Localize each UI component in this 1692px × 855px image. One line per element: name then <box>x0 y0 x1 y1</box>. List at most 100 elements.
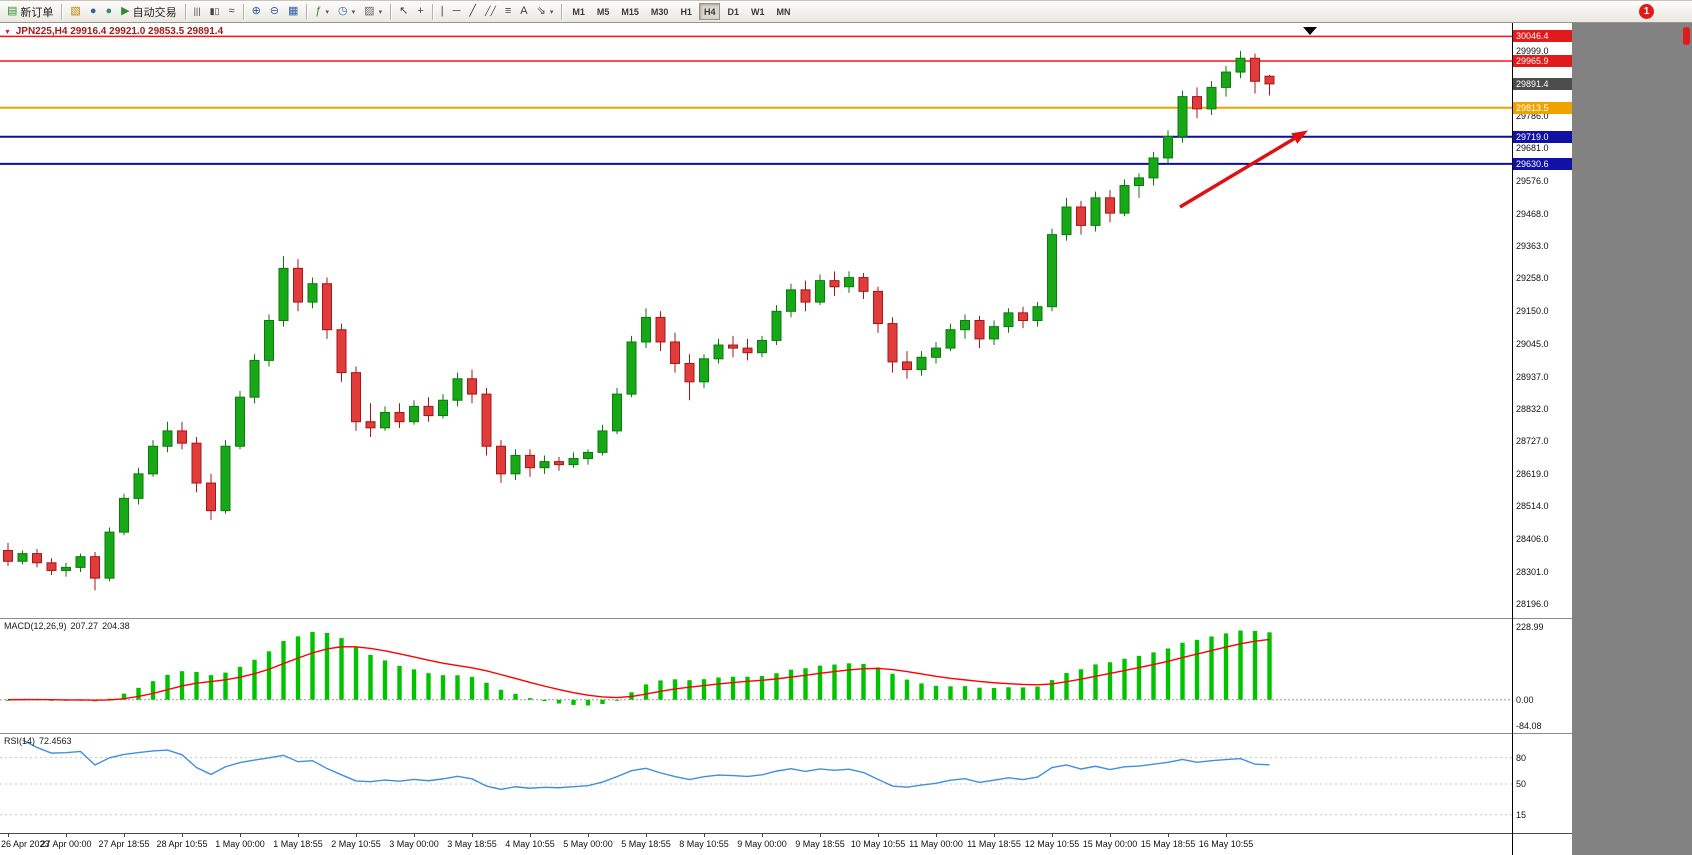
arrows-tool-button[interactable]: ⇘ ▾ <box>533 2 558 21</box>
profiles-button[interactable]: ▧ <box>66 2 84 21</box>
macd-histogram-bar <box>1006 687 1011 700</box>
profiles-icon: ▧ <box>70 5 81 17</box>
main-chart-pane[interactable]: ▼ JPN225,H4 29916.4 29921.0 29853.5 2989… <box>0 23 1512 618</box>
timeframe-button-m1[interactable]: M1 <box>572 7 585 17</box>
timeframe-button-h1[interactable]: H1 <box>680 7 692 17</box>
price-axis-label: -84.08 <box>1516 721 1542 732</box>
candle-up <box>119 497 129 533</box>
time-tick <box>182 834 183 837</box>
candle-up <box>626 341 637 395</box>
rsi-pane[interactable]: RSI(14) 72.4563 <box>0 733 1512 833</box>
timeframe-button-m30[interactable]: M30 <box>650 7 669 17</box>
time-label: 4 May 10:55 <box>505 839 555 849</box>
macd-histogram-bar <box>5 699 11 701</box>
candle-up <box>815 280 825 303</box>
price-axis-macd[interactable]: 228.99 0.00 -84.08 <box>1513 618 1572 733</box>
rsi-canvas[interactable] <box>0 734 1512 833</box>
price-axis-main[interactable]: 29999.0 29786.0 29681.0 29576.0 29468.0 29363… <box>1513 23 1572 618</box>
candle-down <box>742 347 753 354</box>
candle-up <box>1047 234 1057 308</box>
chart-workspace: ▼ JPN225,H4 29916.4 29921.0 29853.5 2989… <box>0 23 1692 855</box>
bar-chart-type-button[interactable]: ||| <box>190 2 205 21</box>
candlestick-chart-type-button[interactable]: ▮▯ <box>206 2 224 21</box>
vertical-line-tool-button[interactable]: | <box>437 2 448 21</box>
crosshair-tool-button[interactable]: + <box>413 2 427 21</box>
time-tick <box>8 834 9 837</box>
price-axis-label: 28727.0 <box>1516 436 1549 447</box>
cursor-icon: ↖ <box>399 5 409 17</box>
macd-histogram-bar <box>846 663 852 700</box>
time-tick <box>1110 834 1111 837</box>
toolbar-separator <box>390 3 392 20</box>
notification-badge[interactable]: 1 <box>1639 4 1654 19</box>
zoom-in-button[interactable]: ⊕ <box>248 2 265 21</box>
candle-down <box>191 442 202 484</box>
macd-histogram-bar <box>571 699 576 705</box>
chevron-down-icon: ▾ <box>378 8 383 16</box>
main-chart-canvas[interactable] <box>0 23 1512 618</box>
timeframe-button-w1[interactable]: W1 <box>750 7 765 17</box>
indicators-button[interactable]: ƒ ▾ <box>311 2 333 21</box>
macd-histogram-bar <box>440 675 446 700</box>
sounds-button[interactable]: ● <box>101 2 116 21</box>
macd-signal-line <box>7 638 1270 701</box>
zoom-out-button[interactable]: ⊖ <box>266 2 283 21</box>
macd-histogram-bar <box>759 675 765 700</box>
time-tick <box>646 834 647 837</box>
auto-trading-button[interactable]: ▶ 自动交易 <box>117 2 180 21</box>
candle-up <box>931 347 941 358</box>
chart-shift-marker-icon[interactable] <box>1303 27 1317 35</box>
new-order-button[interactable]: ▤ 新订单 <box>3 2 57 21</box>
macd-histogram-bar <box>368 654 373 700</box>
macd-histogram-bar <box>1151 652 1156 700</box>
price-tag: 29891.4 <box>1513 77 1572 90</box>
time-label: 27 Apr 18:55 <box>98 839 150 849</box>
macd-pane[interactable]: MACD(12,26,9) 207.27 204.38 <box>0 618 1512 733</box>
timeframe-button-m15[interactable]: M15 <box>621 7 639 17</box>
candle-up <box>220 445 231 512</box>
templates-button[interactable]: ▨ ▾ <box>360 2 386 21</box>
fibonacci-tool-button[interactable]: ≡ <box>501 2 515 21</box>
horizontal-line-tool-button[interactable]: ─ <box>449 2 465 21</box>
text-tool-button[interactable]: A <box>516 2 531 21</box>
candle-up <box>1148 157 1159 179</box>
candle-down <box>394 412 405 423</box>
macd-histogram-bar <box>991 687 997 700</box>
tile-windows-button[interactable]: ▦ <box>284 2 302 21</box>
candle-up <box>1119 185 1130 214</box>
macd-histogram-bar <box>1064 673 1069 700</box>
timeframe-button-h4[interactable]: H4 <box>698 3 721 20</box>
timeframe-button-mn[interactable]: MN <box>776 7 791 17</box>
market-watch-button[interactable]: ● <box>86 2 101 21</box>
periods-button[interactable]: ◷ ▾ <box>334 2 359 21</box>
candle-down <box>887 323 898 363</box>
price-axis[interactable]: 29999.0 29786.0 29681.0 29576.0 29468.0 29363… <box>1512 23 1572 855</box>
price-tag: 30046.4 <box>1513 30 1572 43</box>
time-label: 9 May 00:00 <box>737 839 787 849</box>
line-chart-type-button[interactable]: ≈ <box>225 2 239 21</box>
candle-up <box>75 556 86 568</box>
price-axis-label: 29045.0 <box>1516 338 1549 349</box>
timeframe-button-m5[interactable]: M5 <box>596 7 610 17</box>
macd-histogram-bar <box>1035 686 1040 700</box>
indicators-icon: ƒ <box>315 5 322 17</box>
chart-title-ohlc: 29916.4 29921.0 29853.5 29891.4 <box>70 26 224 37</box>
macd-histogram-bar <box>803 668 808 700</box>
trend-arrow-annotation[interactable] <box>1179 137 1296 209</box>
candle-down <box>322 283 332 331</box>
macd-histogram-bar <box>513 693 518 700</box>
trendline-tool-button[interactable]: ╱ <box>465 2 480 21</box>
time-axis[interactable]: 26 Apr 2023 27 Apr 00:00 27 Apr 18:55 28 Ap… <box>0 833 1512 855</box>
price-axis-rsi[interactable]: 80 50 15 <box>1513 733 1572 833</box>
time-label: 11 May 18:55 <box>967 839 1021 849</box>
candle-down <box>873 290 883 325</box>
macd-label: MACD(12,26,9) 207.27 204.38 <box>4 621 134 631</box>
macd-canvas[interactable] <box>0 619 1512 733</box>
template-icon: ▨ <box>364 5 375 17</box>
cursor-tool-button[interactable]: ↖ <box>395 2 412 21</box>
chevron-down-icon: ▾ <box>351 8 356 16</box>
macd-histogram-bar <box>1122 658 1127 700</box>
timeframe-button-d1[interactable]: D1 <box>727 7 739 17</box>
rsi-label: RSI(14) 72.4563 <box>4 736 76 746</box>
channel-tool-button[interactable]: ╱╱ <box>481 2 500 21</box>
